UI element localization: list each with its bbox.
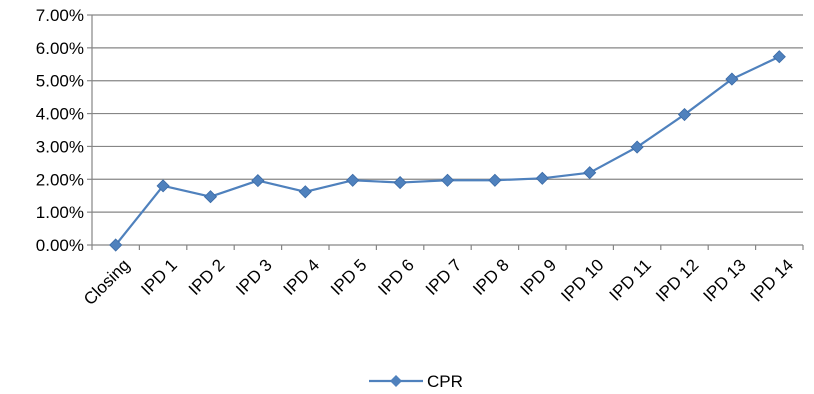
- y-tick-label: 0.00%: [36, 236, 84, 255]
- x-tick-label: IPD 10: [557, 255, 607, 305]
- data-point: [156, 179, 170, 193]
- x-tick-label: IPD 14: [747, 255, 797, 305]
- x-tick-label: IPD 12: [652, 255, 702, 305]
- x-tick-label: IPD 8: [469, 255, 513, 299]
- legend: CPR: [369, 372, 463, 391]
- data-point: [488, 173, 502, 187]
- x-tick-label: IPD 3: [232, 255, 276, 299]
- data-point: [725, 72, 739, 86]
- data-point: [298, 185, 312, 199]
- y-tick-label: 7.00%: [36, 6, 84, 25]
- data-point: [393, 176, 407, 190]
- x-axis-tick-labels: Closing IPD 1 IPD 2 IPD 3 IPD 4 IPD 5 IPD 6 IPD…: [80, 255, 797, 309]
- y-tick-label: 2.00%: [36, 170, 84, 189]
- x-tick-label: IPD 1: [137, 255, 181, 299]
- x-tick-label: Closing: [80, 255, 134, 309]
- cpr-line: [114, 55, 780, 246]
- data-point: [203, 190, 218, 204]
- x-tick-label: IPD 5: [327, 255, 371, 299]
- gridlines: [92, 14, 803, 213]
- y-tick-label: 5.00%: [36, 72, 84, 91]
- data-point: [535, 171, 549, 185]
- data-point: [440, 173, 455, 187]
- data-point: [583, 166, 597, 180]
- series-cpr: [109, 50, 786, 252]
- data-point: [772, 50, 786, 64]
- legend-label: CPR: [427, 372, 463, 391]
- x-tick-label: IPD 13: [700, 255, 750, 305]
- y-tick-label: 3.00%: [36, 137, 84, 156]
- x-tick-label: IPD 9: [517, 255, 561, 299]
- data-point: [109, 238, 123, 252]
- legend-marker-diamond: [390, 375, 402, 387]
- y-tick-label: 1.00%: [36, 203, 84, 222]
- axes: [87, 14, 804, 250]
- y-axis-tick-labels: 0.00% 1.00% 2.00% 3.00% 4.00% 5.00% 6.00% 7.00%: [36, 6, 84, 255]
- data-point: [677, 107, 692, 122]
- data-point: [251, 174, 265, 188]
- x-tick-label: IPD 11: [606, 255, 655, 304]
- data-point: [630, 140, 644, 154]
- y-tick-label: 4.00%: [36, 105, 84, 124]
- x-tick-label: IPD 2: [185, 255, 229, 299]
- x-tick-label: IPD 4: [280, 255, 324, 299]
- data-point: [346, 173, 360, 187]
- x-tick-label: IPD 6: [374, 255, 418, 299]
- x-tick-label: IPD 7: [422, 255, 466, 299]
- y-tick-label: 6.00%: [36, 39, 84, 58]
